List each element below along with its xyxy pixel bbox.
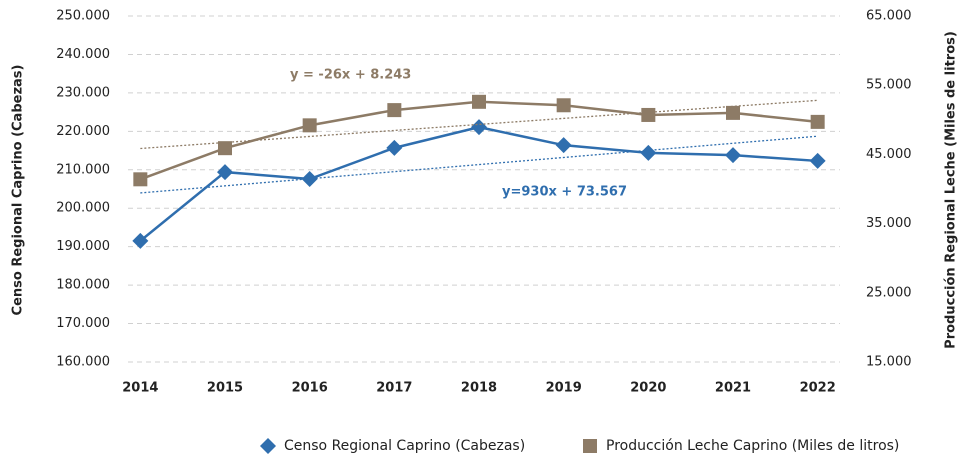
marker (555, 137, 572, 154)
x-tick-label: 2019 (546, 381, 582, 396)
y-axis-title: Censo Regional Caprino (Cabezas) (11, 65, 26, 316)
y-tick-label: 230.000 (56, 85, 110, 100)
x-tick-label: 2014 (122, 381, 158, 396)
marker (725, 147, 741, 164)
marker (301, 171, 318, 188)
series-line (139, 100, 818, 181)
y-tick-label: 160.000 (56, 355, 110, 370)
marker (810, 114, 825, 129)
y-tick-label: 190.000 (56, 239, 110, 254)
marker (641, 107, 656, 122)
x-tick-label: 2022 (800, 381, 836, 396)
marker (386, 139, 403, 156)
x-tick-label: 2016 (292, 381, 328, 396)
marker (260, 438, 276, 454)
y-tick-label: 240.000 (56, 47, 110, 62)
marker (471, 119, 487, 136)
marker (726, 105, 740, 120)
marker (302, 118, 317, 133)
y-tick-label: 210.000 (56, 162, 110, 177)
marker (583, 439, 597, 453)
y2-tick-label: 25.000 (866, 285, 912, 300)
x-tick-label: 2021 (715, 381, 751, 396)
legend-label: Producción Leche Caprino (Miles de litro… (606, 438, 899, 454)
y2-tick-label: 65.000 (866, 9, 912, 24)
marker (640, 144, 657, 161)
marker (556, 98, 571, 113)
y2-axis-title: Producción Regional Leche (Miles de litr… (944, 31, 959, 349)
marker (387, 103, 402, 118)
x-tick-label: 2018 (461, 381, 497, 396)
legend-label: Censo Regional Caprino (Cabezas) (284, 438, 525, 454)
marker (809, 152, 826, 169)
y-tick-label: 220.000 (56, 124, 110, 139)
x-tick-label: 2017 (376, 381, 412, 396)
y2-tick-label: 45.000 (866, 147, 912, 162)
marker (133, 172, 148, 187)
marker (132, 232, 149, 249)
y2-tick-label: 15.000 (866, 355, 912, 370)
trendline (140, 135, 818, 194)
y-tick-label: 170.000 (56, 316, 110, 331)
y2-tick-label: 35.000 (866, 216, 912, 231)
y2-tick-label: 55.000 (866, 78, 912, 93)
marker (217, 164, 233, 181)
x-tick-label: 2015 (207, 381, 243, 396)
trend-annotation: y=930x + 73.567 (502, 185, 627, 200)
marker (218, 141, 232, 156)
trend-annotation: y = -26x + 8.243 (290, 68, 411, 83)
x-tick-label: 2020 (630, 381, 666, 396)
y-tick-label: 250.000 (56, 9, 110, 24)
marker (472, 94, 486, 109)
y-tick-label: 180.000 (56, 278, 110, 293)
y-tick-label: 200.000 (56, 201, 110, 216)
